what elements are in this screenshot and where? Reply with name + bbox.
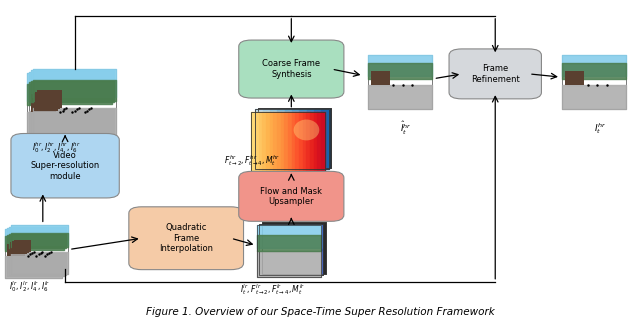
Text: $I_0^{lr}, I_2^{lr}, I_4^{lr}, I_6^{lr}$: $I_0^{lr}, I_2^{lr}, I_4^{lr}, I_6^{lr}$ bbox=[9, 279, 51, 294]
Text: Video
Super-resolution
module: Video Super-resolution module bbox=[31, 151, 100, 181]
Text: Quadratic
Frame
Interpolation: Quadratic Frame Interpolation bbox=[159, 223, 213, 253]
FancyBboxPatch shape bbox=[262, 222, 326, 274]
Text: Coarse Frame
Synthesis: Coarse Frame Synthesis bbox=[262, 59, 321, 79]
Text: $I_0^{hr}, I_2^{hr}, I_4^{hr}, I_6^{hr}$: $I_0^{hr}, I_2^{hr}, I_4^{hr}, I_6^{hr}$ bbox=[32, 140, 81, 155]
Text: $I_t^{hr}$: $I_t^{hr}$ bbox=[594, 121, 606, 136]
FancyBboxPatch shape bbox=[29, 72, 112, 143]
FancyBboxPatch shape bbox=[368, 55, 431, 109]
Text: $F_{t\to2}^{hr}, F_{t\to4}^{hr}, M_t^{hr}$: $F_{t\to2}^{hr}, F_{t\to4}^{hr}, M_t^{hr… bbox=[225, 153, 281, 168]
FancyBboxPatch shape bbox=[257, 225, 321, 277]
Bar bbox=[12, 241, 29, 253]
Bar bbox=[565, 71, 584, 85]
FancyBboxPatch shape bbox=[252, 112, 324, 172]
FancyBboxPatch shape bbox=[11, 225, 68, 274]
Text: Figure 1. Overview of our Space-Time Super Resolution Framework: Figure 1. Overview of our Space-Time Sup… bbox=[146, 307, 494, 317]
FancyBboxPatch shape bbox=[9, 227, 67, 275]
FancyBboxPatch shape bbox=[27, 73, 109, 144]
FancyBboxPatch shape bbox=[255, 110, 328, 169]
Text: Frame
Refinement: Frame Refinement bbox=[471, 64, 520, 84]
Text: $I_t^{lr}, F_{t\to2}^{lr}, F_{t\to4}^{lr}, M_t^{lr}$: $I_t^{lr}, F_{t\to2}^{lr}, F_{t\to4}^{lr… bbox=[241, 282, 305, 297]
Bar bbox=[31, 94, 56, 112]
FancyBboxPatch shape bbox=[129, 207, 244, 270]
FancyBboxPatch shape bbox=[4, 229, 62, 278]
Bar bbox=[33, 93, 58, 110]
FancyBboxPatch shape bbox=[7, 228, 65, 276]
Ellipse shape bbox=[294, 120, 319, 140]
Bar bbox=[37, 90, 62, 108]
Text: Flow and Mask
Upsampler: Flow and Mask Upsampler bbox=[260, 187, 323, 206]
FancyBboxPatch shape bbox=[259, 224, 323, 275]
FancyBboxPatch shape bbox=[449, 49, 541, 99]
Bar bbox=[14, 240, 31, 252]
Bar bbox=[371, 71, 390, 85]
Text: $\hat{I}_t^{hr}$: $\hat{I}_t^{hr}$ bbox=[399, 120, 412, 137]
FancyBboxPatch shape bbox=[31, 70, 114, 141]
FancyBboxPatch shape bbox=[239, 40, 344, 98]
Bar bbox=[35, 92, 60, 109]
Bar bbox=[10, 242, 27, 254]
Bar bbox=[8, 244, 25, 256]
FancyBboxPatch shape bbox=[33, 69, 116, 140]
FancyBboxPatch shape bbox=[239, 171, 344, 221]
FancyBboxPatch shape bbox=[562, 55, 626, 109]
FancyBboxPatch shape bbox=[258, 108, 331, 168]
FancyBboxPatch shape bbox=[11, 134, 119, 198]
